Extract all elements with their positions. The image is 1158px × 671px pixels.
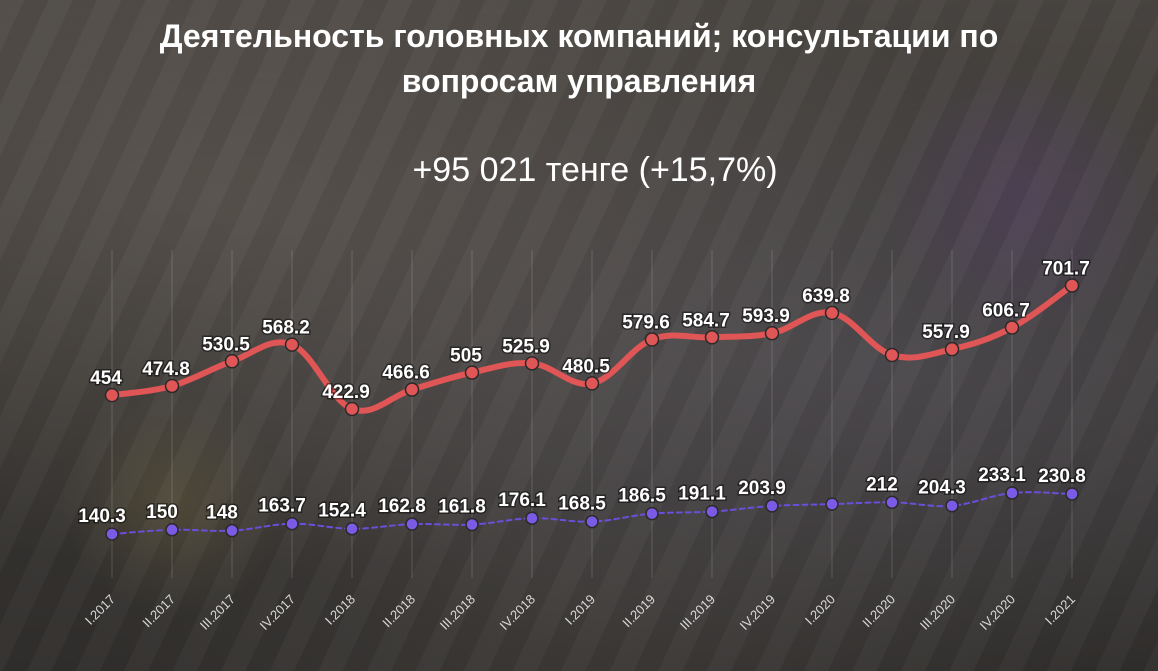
series-0-point-3 (284, 337, 300, 352)
series-1-point-0 (105, 527, 119, 541)
series-0-label-9: 579.6 (622, 313, 670, 334)
series-0-label-8: 480.5 (562, 356, 610, 377)
series-0-point-1 (164, 378, 180, 394)
series-0-point-7 (524, 356, 540, 371)
x-tick-label-1: II.2017 (139, 592, 178, 631)
series-1-label-3: 163.7 (258, 496, 306, 517)
series-1-label-1: 150 (146, 502, 178, 523)
series-1-point-8 (585, 514, 599, 529)
series-1-label-4: 152.4 (318, 501, 366, 522)
series-0-point-10 (704, 330, 720, 345)
series-1-point-13 (885, 495, 899, 510)
x-tick-label-9: II.2019 (619, 592, 658, 631)
series-1-label-13: 212 (866, 474, 898, 495)
x-axis: I.2017 II.2017 III.2017 IV.2017 I.2018 II.201… (82, 592, 1078, 633)
series-1-point-10 (705, 504, 719, 519)
chart-title-line-2: вопросам управления (401, 63, 757, 99)
series-0-point-9 (644, 332, 660, 347)
series-0-label-3: 568.2 (262, 318, 310, 339)
series-1-point-2 (225, 523, 239, 538)
series-1-point-6 (465, 517, 479, 532)
series-1-label-9: 186.5 (618, 486, 666, 507)
series-1-point-14 (945, 498, 959, 513)
series-0-point-14 (944, 341, 960, 357)
series-1-label-15: 233.1 (978, 465, 1026, 486)
series-0-label-0: 454 (90, 368, 122, 389)
x-tick-label-8: I.2019 (562, 592, 598, 628)
series-1-point-11 (765, 499, 779, 513)
series-1-label-7: 176.1 (498, 490, 546, 511)
x-tick-label-12: I.2020 (802, 592, 838, 628)
chart-title-line-1: Деятельность головных компаний; консульт… (159, 18, 999, 54)
series-0-label-2: 530.5 (202, 334, 250, 355)
series-1-point-1 (165, 523, 179, 537)
chart-title: Деятельность головных компаний; консульт… (0, 14, 1158, 104)
series-1-point-15 (1005, 486, 1019, 500)
series-1-label-11: 203.9 (738, 478, 786, 499)
series-1-label-6: 161.8 (438, 497, 486, 518)
x-tick-label-15: IV.2020 (977, 592, 1018, 633)
series-0-label-12: 639.8 (802, 286, 850, 307)
x-tick-label-14: III.2020 (917, 592, 958, 633)
x-tick-label-7: IV.2018 (497, 592, 538, 633)
series-1-point-16 (1065, 487, 1079, 501)
series-1-point-12 (825, 497, 839, 511)
series-0-point-15 (1004, 320, 1020, 335)
series-0-point-5 (404, 382, 420, 397)
x-tick-label-10: III.2019 (677, 592, 718, 633)
x-tick-label-6: III.2018 (437, 592, 478, 633)
x-tick-label-2: III.2017 (197, 592, 238, 633)
series-0-point-11 (764, 325, 780, 341)
series-1-label-10: 191.1 (678, 484, 726, 505)
series-0-point-0 (104, 387, 120, 403)
series-0-label-1: 474.8 (142, 359, 190, 380)
series-0-point-6 (464, 365, 480, 380)
series-1-point-7 (525, 511, 539, 525)
series-1-label-5: 162.8 (378, 496, 426, 517)
series-1-label-2: 148 (206, 503, 238, 524)
series-1-point-5 (405, 517, 419, 531)
series-1-point-4 (345, 521, 359, 536)
series-1: 140.3 150 148 163.7 152.4 162.8 161.8 176.1 168.… (77, 463, 1087, 541)
series-1-point-3 (285, 516, 299, 531)
series-0-point-8 (584, 376, 600, 391)
series-1-label-0: 140.3 (78, 506, 126, 527)
x-tick-label-11: IV.2019 (737, 592, 778, 633)
x-tick-label-5: II.2018 (379, 592, 418, 631)
series-0-label-16: 701.7 (1042, 258, 1090, 279)
series-0-point-4 (344, 401, 360, 417)
series-1-label-16: 230.8 (1038, 466, 1086, 487)
x-tick-label-16: I.2021 (1042, 592, 1078, 628)
x-tick-label-13: II.2020 (859, 592, 898, 631)
x-tick-label-0: I.2017 (82, 592, 118, 628)
series-0-point-12 (824, 305, 840, 321)
series-1-label-14: 204.3 (918, 478, 966, 499)
series-0-point-2 (224, 354, 240, 369)
series-0-label-14: 557.9 (922, 322, 970, 343)
x-tick-label-3: IV.2017 (257, 592, 298, 633)
x-tick-label-4: I.2018 (322, 592, 358, 628)
series-0-label-10: 584.7 (682, 310, 730, 331)
chart-subtitle: +95 021 тенге (+15,7%) (412, 151, 778, 189)
series-1-point-9 (645, 506, 659, 521)
series-0-point-13 (884, 347, 900, 363)
series-0-label-6: 505 (450, 346, 482, 367)
series-0-label-5: 466.6 (382, 363, 430, 384)
series-0-point-16 (1064, 278, 1080, 293)
series-0-label-15: 606.7 (982, 301, 1030, 322)
series-0-label-11: 593.9 (742, 306, 790, 327)
series-1-label-8: 168.5 (558, 494, 606, 515)
series-0-label-4: 422.9 (322, 382, 370, 403)
series-0-label-7: 525.9 (502, 336, 550, 357)
series-0: 454 474.8 530.5 568.2 422.9 466.6 505 525.9 480.… (89, 257, 1091, 417)
